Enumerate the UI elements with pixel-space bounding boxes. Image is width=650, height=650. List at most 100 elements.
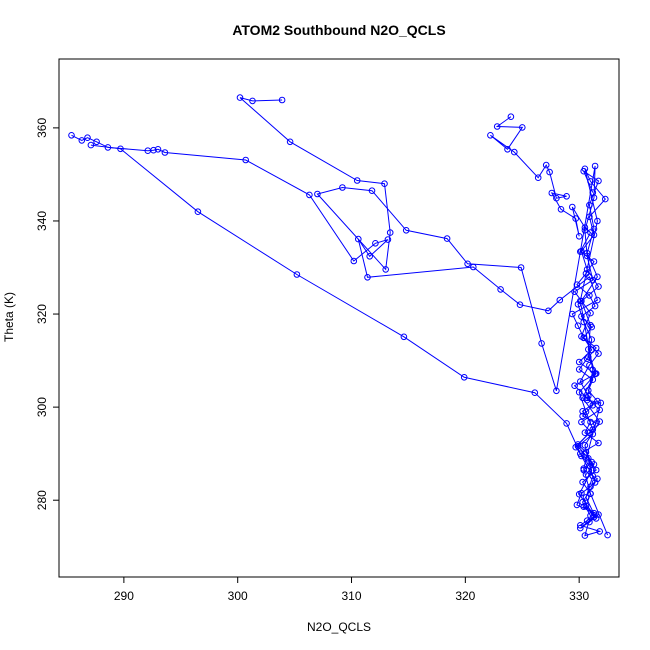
data-point [592,515,600,522]
x-axis-label: N2O_QCLS [307,620,371,634]
data-point [531,389,539,397]
data-point [154,146,162,153]
data-point [150,146,157,154]
data-point [577,248,584,255]
data-point [519,124,526,131]
data-point [542,161,550,169]
data-point [548,189,556,197]
data-point [278,96,286,104]
data-point [460,374,468,381]
data-point [368,187,376,194]
data-point [556,296,564,304]
data-point [580,465,588,472]
data-point [594,217,601,225]
series-line [90,144,601,519]
data-point [546,168,553,176]
data-point [594,397,601,405]
data-point [579,408,586,415]
data-point [589,376,597,384]
y-axis-label: Theta (K) [2,292,16,342]
data-point [581,429,589,437]
data-point [382,266,390,273]
data-point [507,113,515,120]
data-point [569,203,576,211]
data-point [339,184,346,191]
data-point [580,334,588,342]
data-point [571,382,578,390]
data-point [563,193,570,200]
data-point [84,134,91,141]
data-point [604,531,611,539]
data-point [596,418,604,425]
data-point [353,177,361,184]
data-point [470,263,477,271]
data-point [586,201,593,209]
series-line [490,116,600,475]
data-point [68,132,75,139]
x-axis: 290 300 310 320 330 [114,577,589,603]
data-point [517,264,525,271]
data-point [582,270,590,277]
data-point [402,227,410,234]
x-tick-label: 320 [455,589,475,603]
data-point [589,430,597,438]
data-point [538,340,545,347]
data-point [602,195,609,203]
data-point [582,494,590,501]
data-point [504,146,511,153]
data-point [594,273,601,281]
data-point [587,229,594,236]
data-point [534,174,542,181]
data-point [364,274,371,281]
data-point [384,236,392,243]
data-point [580,503,588,511]
data-point [511,148,518,156]
data-point [595,439,602,447]
data-point [575,358,583,366]
data-point [582,471,590,478]
data-point [583,355,591,363]
data-point [569,310,576,318]
data-point [585,387,592,394]
data-point [581,532,589,539]
data-point [597,399,605,407]
data-point [386,229,394,236]
data-point [596,528,604,535]
data-point [545,307,552,315]
series-line [71,134,601,529]
data-point [595,283,602,290]
data-point [553,387,560,395]
data-point [87,141,95,149]
data-point [579,394,586,402]
data-point [591,479,599,486]
data-point [314,190,321,198]
data-point [590,461,598,468]
data-point [578,313,585,320]
x-tick-label: 310 [342,589,362,603]
data-point [306,191,313,199]
data-point [580,167,588,175]
data-point [581,224,589,231]
data-point [575,233,583,240]
data-point [242,156,249,164]
data-point [577,378,584,385]
y-axis: 280 300 320 340 360 [35,118,59,510]
y-tick-label: 340 [35,211,49,231]
data-point [578,297,585,305]
data-point [590,258,598,265]
y-tick-label: 360 [35,118,49,138]
data-point [381,180,388,187]
data-point [587,309,594,317]
data-point [583,249,591,257]
x-tick-label: 290 [114,589,134,603]
data-point [586,518,593,526]
data-point [591,302,599,310]
data-point [578,418,585,426]
data-point [575,490,583,498]
data-point [577,524,584,532]
data-point [583,394,591,402]
data-point [588,323,596,331]
y-tick-label: 280 [35,490,49,510]
data-point [249,97,256,105]
